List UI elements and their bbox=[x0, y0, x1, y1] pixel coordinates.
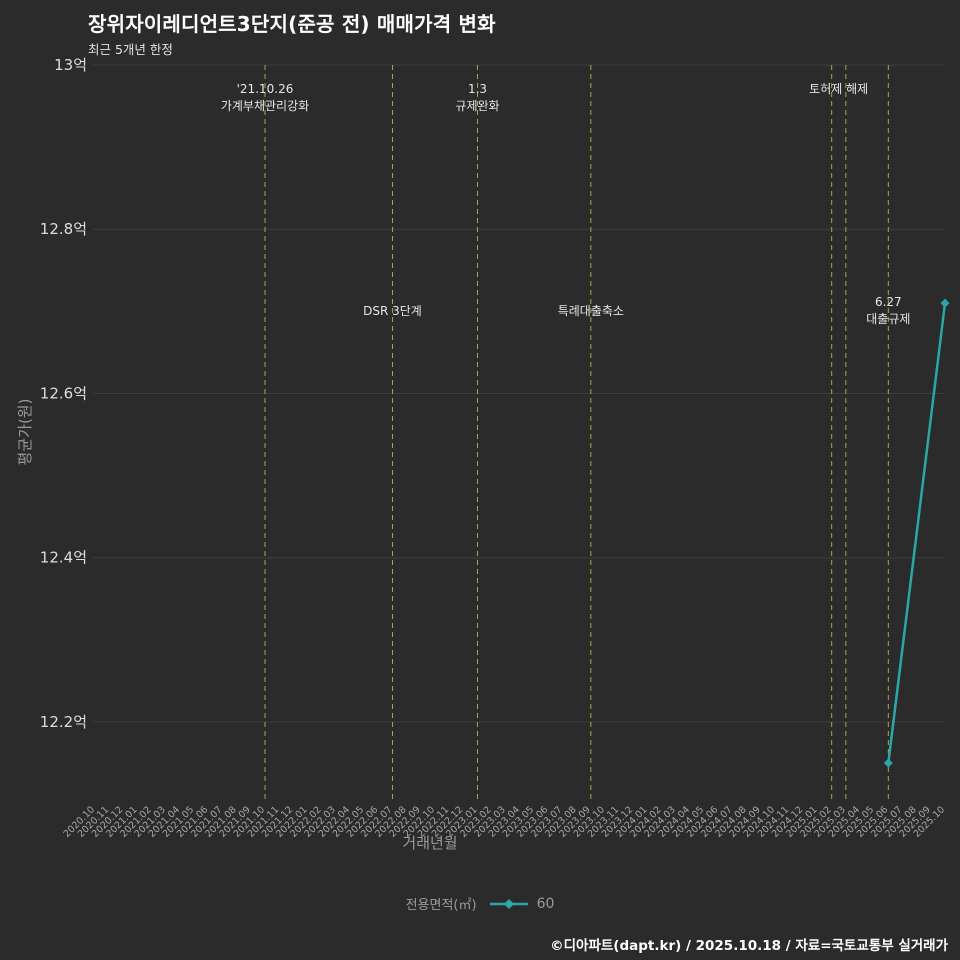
legend-entry-60[interactable]: 60 bbox=[487, 895, 555, 912]
page-subtitle: 최근 5개년 한정 bbox=[88, 42, 173, 57]
legend: 전용면적(㎡) 60 bbox=[0, 894, 960, 914]
y-tick-label: 12.8억 bbox=[40, 220, 87, 238]
legend-title: 전용면적(㎡) bbox=[405, 898, 477, 913]
price-marker bbox=[883, 758, 893, 768]
y-tick-label: 13억 bbox=[54, 56, 87, 74]
event-label: 가계부채관리강화 bbox=[221, 99, 309, 113]
event-label: 규제완화 bbox=[455, 99, 499, 113]
price-marker bbox=[940, 298, 950, 308]
event-label: 특례대출축소 bbox=[558, 304, 624, 318]
legend-series-label: 60 bbox=[536, 895, 555, 912]
y-tick-label: 12.2억 bbox=[40, 713, 87, 731]
event-label: 1.3 bbox=[468, 82, 487, 96]
y-axis-title: 평균가(원) bbox=[16, 399, 34, 466]
page-title: 장위자이레디언트3단지(준공 전) 매매가격 변화 bbox=[88, 12, 496, 36]
event-label: '21.10.26 bbox=[237, 82, 294, 96]
x-axis-title: 거래년월 bbox=[402, 834, 457, 852]
legend-line-marker-icon bbox=[489, 898, 528, 909]
footer-credit: ©디아파트(dapt.kr) / 2025.10.18 / 자료=국토교통부 실… bbox=[550, 938, 948, 954]
event-label: DSR 3단계 bbox=[363, 304, 422, 318]
y-tick-label: 12.6억 bbox=[40, 384, 87, 402]
price-line bbox=[887, 303, 947, 764]
event-label: 토허제 해제 bbox=[809, 82, 868, 96]
event-label: 대출규제 bbox=[866, 312, 910, 326]
event-label: 6.27 bbox=[875, 295, 902, 309]
y-tick-label: 12.4억 bbox=[40, 549, 87, 567]
